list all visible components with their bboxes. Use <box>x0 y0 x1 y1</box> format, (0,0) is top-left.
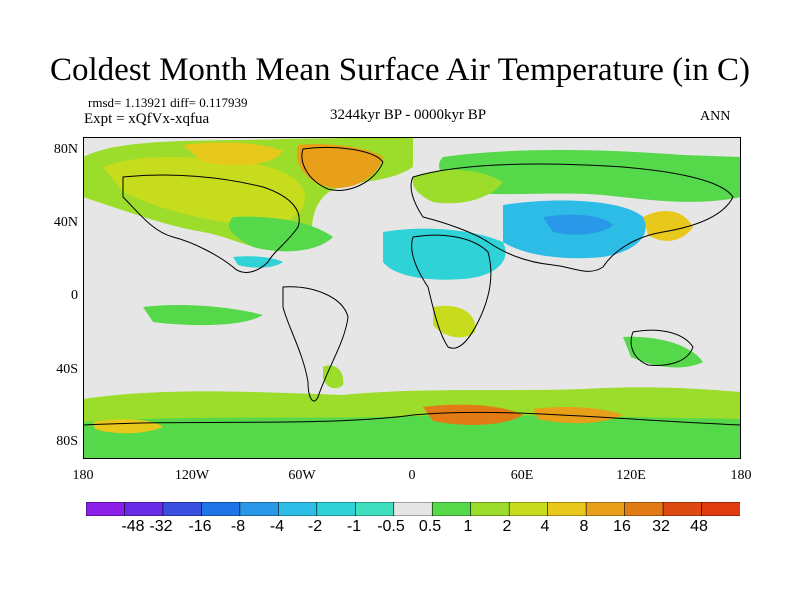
period-label: 3244kyr BP - 0000kyr BP <box>330 107 487 123</box>
antarctic-warm-2 <box>533 407 623 424</box>
colorbar-swatch <box>701 502 740 516</box>
colorbar-swatch <box>508 502 549 516</box>
colorbar-label: 8 <box>579 518 589 535</box>
lon-label-120e: 120E <box>616 468 646 483</box>
lat-label-40n: 40N <box>53 215 78 230</box>
lat-label-0: 0 <box>71 288 78 303</box>
colorbar-label: -4 <box>269 518 285 535</box>
lon-label-120w: 120W <box>174 468 210 483</box>
lon-label-0: 0 <box>408 468 416 483</box>
colorbar-label: -0.5 <box>377 518 405 535</box>
coast-antarctica <box>83 411 741 426</box>
stats-label: rmsd= 1.13921 diff= 0.117939 <box>88 95 248 110</box>
colorbar-swatch <box>316 502 356 516</box>
pacific-cold <box>233 256 283 268</box>
siberia-anomaly <box>439 150 741 202</box>
colorbar-swatch <box>470 502 510 516</box>
season-label: ANN <box>700 109 731 124</box>
temperature-map <box>83 137 741 459</box>
colorbar-label: -32 <box>149 518 173 535</box>
coast-africa <box>411 234 492 349</box>
colorbar-swatch <box>431 502 472 516</box>
map-title: Coldest Month Mean Surface Air Temperatu… <box>50 52 750 88</box>
coast-eurasia <box>410 163 734 272</box>
lat-label-80s: 80S <box>56 434 78 449</box>
lon-label-180w: 180 <box>72 468 94 483</box>
colorbar <box>86 502 740 516</box>
colorbar-label: 32 <box>652 518 670 535</box>
experiment-label: Expt = xQfVx-xqfua <box>84 111 210 127</box>
coast-south-america <box>282 286 349 402</box>
sahara-cold <box>383 228 506 280</box>
colorbar-label: 0.5 <box>418 518 442 535</box>
colorbar-swatch <box>585 502 626 516</box>
coast-north-america <box>122 174 300 273</box>
colorbar-swatch <box>86 502 126 516</box>
colorbar-label: -2 <box>307 518 323 535</box>
lat-label-40s: 40S <box>56 362 78 377</box>
colorbar-label: -1 <box>346 518 362 535</box>
pacific-green-band <box>143 304 263 326</box>
colorbar-swatch <box>239 502 279 516</box>
colorbar-swatch <box>354 502 395 516</box>
lon-label-180e: 180 <box>730 468 752 483</box>
colorbar-label: -48 <box>121 518 145 535</box>
colorbar-swatch <box>662 502 703 516</box>
colorbar-label: -16 <box>188 518 212 535</box>
lat-label-80n: 80N <box>53 142 78 157</box>
colorbar-swatch <box>124 502 164 516</box>
colorbar-swatch <box>201 502 241 516</box>
tibet-cold <box>543 214 613 235</box>
canada-warm <box>183 142 283 165</box>
colorbar-swatch <box>547 502 587 516</box>
north-america-anomaly <box>103 157 305 227</box>
south-atlantic-green <box>433 305 476 338</box>
antarctic-warm-1 <box>423 404 523 425</box>
australia-green <box>623 336 703 368</box>
antarctic-green <box>83 415 741 459</box>
colorbar-label: 4 <box>540 518 550 535</box>
scandinavia-green <box>412 169 503 204</box>
colorbar-label: 16 <box>613 518 631 535</box>
map-frame <box>83 137 741 459</box>
greenland-warm <box>297 144 383 188</box>
colorbar-swatch <box>278 502 318 516</box>
coastlines <box>83 147 741 426</box>
colorbar-swatch <box>393 502 433 516</box>
colorbar-label: 2 <box>502 518 512 535</box>
colorbar-swatch <box>162 502 203 516</box>
coast-australia <box>630 329 694 366</box>
colorbar-label: -8 <box>230 518 246 535</box>
lon-label-60e: 60E <box>510 468 534 483</box>
mid-atlantic-green <box>229 216 333 252</box>
lon-label-60w: 60W <box>288 468 316 483</box>
coast-greenland <box>301 147 384 191</box>
colorbar-swatch <box>624 502 664 516</box>
colorbar-label: 1 <box>463 518 473 535</box>
colorbar-label: 48 <box>690 518 708 535</box>
